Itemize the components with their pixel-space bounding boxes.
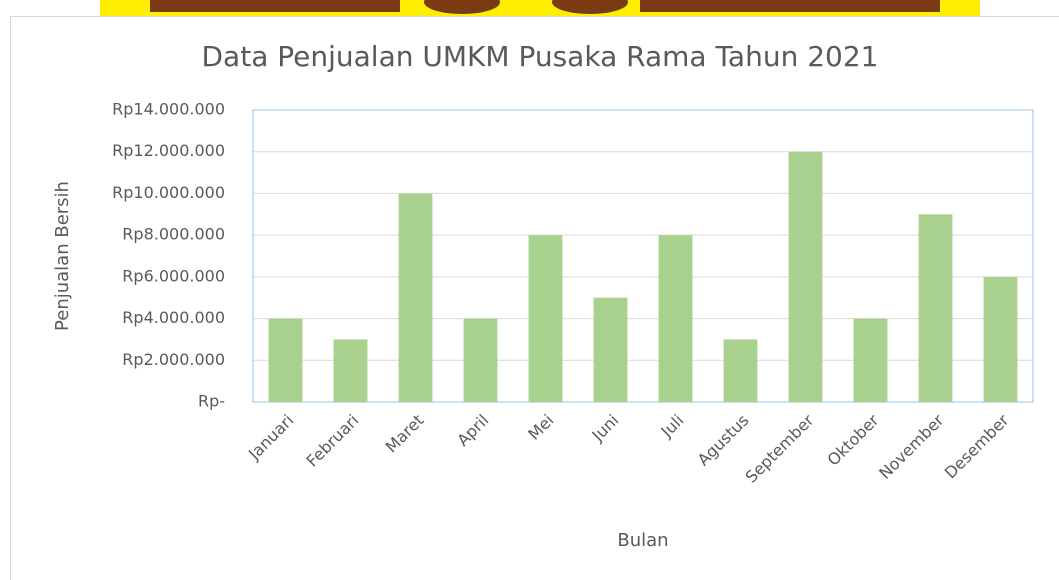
bar <box>594 298 628 402</box>
bar <box>919 214 953 402</box>
y-tick-label: Rp2.000.000 <box>122 350 225 369</box>
bar <box>334 339 368 402</box>
bar <box>464 319 498 402</box>
bar <box>659 235 693 402</box>
y-tick-label: Rp4.000.000 <box>122 308 225 327</box>
chart-title: Data Penjualan UMKM Pusaka Rama Tahun 20… <box>202 40 879 73</box>
y-tick-label: Rp- <box>198 392 225 411</box>
bar <box>724 339 758 402</box>
y-axis-title: Penjualan Bersih <box>52 181 73 331</box>
page: Data Penjualan UMKM Pusaka Rama Tahun 20… <box>0 0 1059 580</box>
bar <box>269 319 303 402</box>
bar <box>789 152 823 402</box>
y-tick-label: Rp6.000.000 <box>122 266 225 285</box>
bar <box>854 319 888 402</box>
bar <box>399 193 433 402</box>
x-axis-title: Bulan <box>617 530 668 551</box>
y-tick-label: Rp10.000.000 <box>112 183 225 202</box>
y-tick-label: Rp12.000.000 <box>112 141 225 160</box>
banner-shape <box>640 0 940 12</box>
bar <box>984 277 1018 402</box>
y-tick-label: Rp14.000.000 <box>112 100 225 119</box>
top-decoration <box>100 0 980 16</box>
banner-shape <box>150 0 400 12</box>
y-tick-label: Rp8.000.000 <box>122 225 225 244</box>
bar <box>529 235 563 402</box>
